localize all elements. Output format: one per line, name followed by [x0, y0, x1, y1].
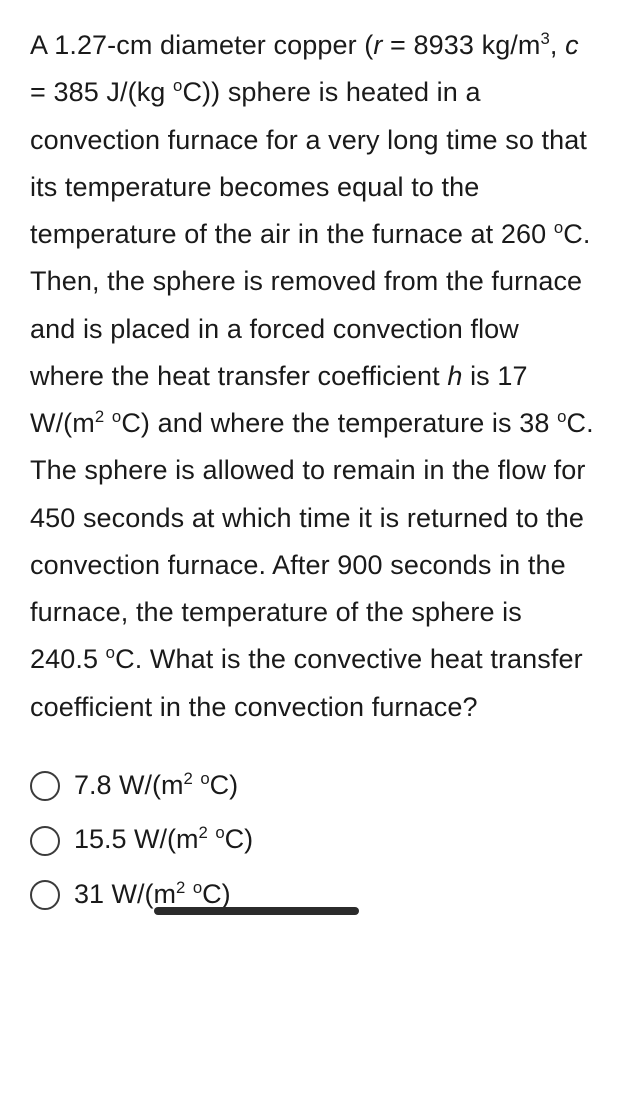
superscript: o [112, 407, 121, 426]
italic-text: c [565, 30, 579, 60]
text-run: C) [202, 879, 231, 909]
text-run: m [154, 879, 177, 909]
options-group: 7.8 W/(m2 oC)15.5 W/(m2 oC)31 W/(m2 oC) [30, 765, 595, 915]
superscript: o [554, 218, 563, 237]
question-page: A 1.27-cm diameter copper (r = 8933 kg/m… [0, 0, 619, 1104]
text-run: C) [210, 770, 239, 800]
underline-segment: m2 oC) [154, 879, 231, 909]
superscript: 2 [184, 769, 193, 788]
text-run: A 1.27-cm diameter copper ( [30, 30, 373, 60]
text-run: 15.5 W/(m [74, 824, 199, 854]
option-a[interactable]: 7.8 W/(m2 oC) [30, 765, 595, 806]
text-run: C) [225, 824, 254, 854]
radio-icon[interactable] [30, 880, 60, 910]
text-run: 31 W/( [74, 879, 154, 909]
question-stem: A 1.27-cm diameter copper (r = 8933 kg/m… [30, 22, 595, 731]
superscript: o [215, 823, 224, 842]
text-run: C) and where the temperature is 38 [121, 408, 557, 438]
text-run: , [550, 30, 565, 60]
superscript: 2 [95, 407, 104, 426]
superscript: 2 [176, 878, 185, 897]
superscript: o [106, 643, 115, 662]
text-run: 7.8 W/(m [74, 770, 184, 800]
option-label: 7.8 W/(m2 oC) [74, 765, 238, 806]
option-c[interactable]: 31 W/(m2 oC) [30, 874, 595, 915]
superscript: o [200, 769, 209, 788]
superscript: 2 [199, 823, 208, 842]
option-b[interactable]: 15.5 W/(m2 oC) [30, 819, 595, 860]
text-run [185, 879, 193, 909]
text-run: = 8933 kg/m [382, 30, 540, 60]
text-run: C. What is the convective heat transfer … [30, 644, 590, 721]
option-label: 31 W/(m2 oC) [74, 874, 231, 915]
superscript: 3 [541, 29, 550, 48]
option-label: 15.5 W/(m2 oC) [74, 819, 253, 860]
italic-text: h [447, 361, 462, 391]
text-run [104, 408, 112, 438]
radio-icon[interactable] [30, 771, 60, 801]
superscript: o [193, 878, 202, 897]
text-run: C. The sphere is allowed to remain in th… [30, 408, 601, 674]
radio-icon[interactable] [30, 826, 60, 856]
